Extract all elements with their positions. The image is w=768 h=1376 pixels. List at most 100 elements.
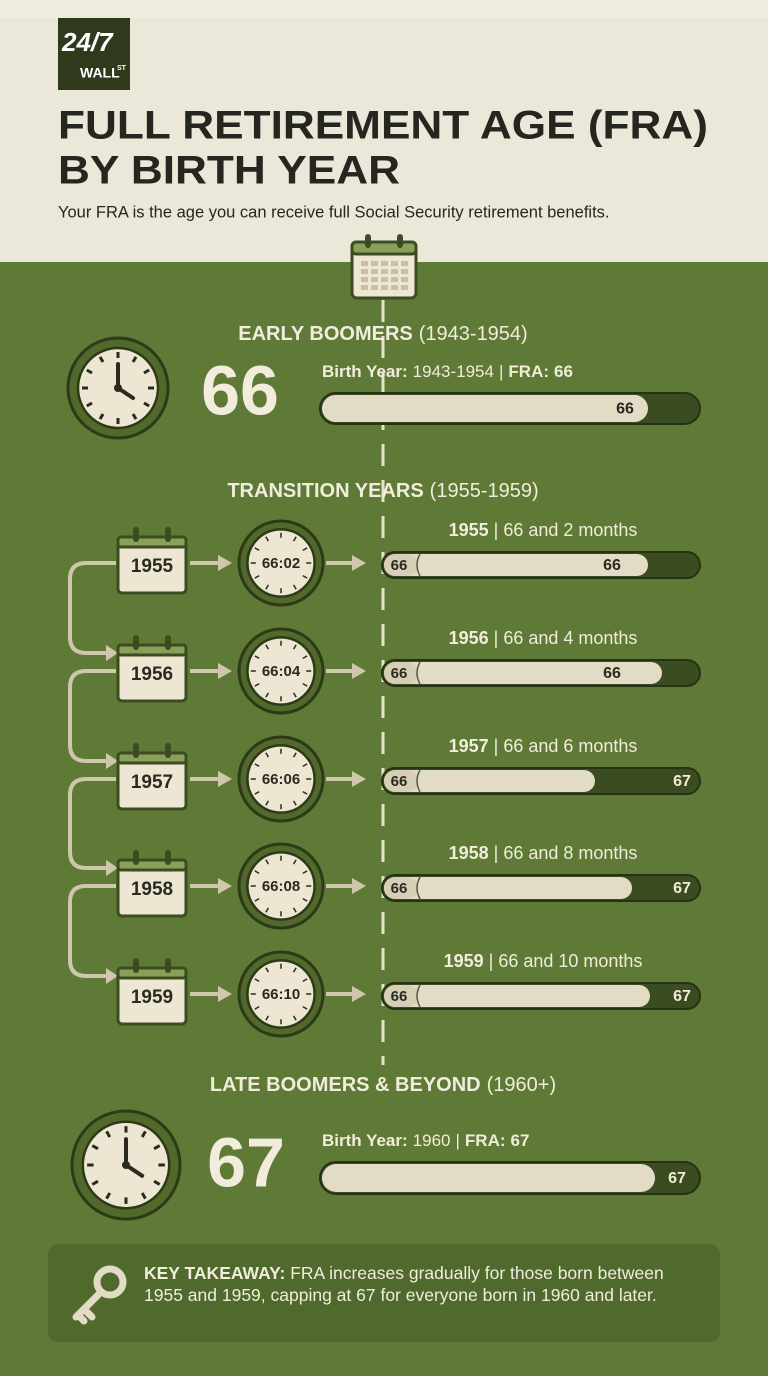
fra: 66: [554, 362, 573, 381]
calendar-cell: [391, 261, 398, 266]
bar-fill: [384, 770, 595, 792]
clock-tick: [254, 897, 260, 902]
clock-tick: [265, 536, 270, 542]
arrow-head: [352, 771, 366, 787]
clock-tick: [302, 763, 308, 768]
year-label: Birth Year:: [322, 1131, 408, 1150]
takeaway-text: KEY TAKEAWAY: FRA increases gradually fo…: [144, 1262, 704, 1306]
bar-start: 66: [391, 665, 408, 682]
row-year: 1959: [444, 951, 484, 971]
bar-cap-edge: [416, 553, 421, 577]
calendar-cell: [401, 277, 408, 282]
clock-tick: [292, 752, 297, 758]
bar-start: 66: [391, 557, 408, 574]
bar-cap: [384, 554, 418, 576]
clock-tick: [143, 368, 150, 375]
clock-tick: [292, 800, 297, 806]
clock-time: 66:10: [262, 986, 300, 1003]
calendar-cell: [381, 285, 388, 290]
calendar-cell: [371, 269, 378, 274]
clock-tick: [292, 536, 297, 542]
clock-time: 66:06: [262, 771, 300, 788]
clock-tick: [153, 1179, 161, 1186]
clock-tick: [254, 1005, 260, 1010]
takeaway-label: KEY TAKEAWAY:: [144, 1263, 286, 1283]
clock-tick: [153, 1144, 161, 1151]
clock-tick: [86, 401, 93, 408]
calendar-top: [116, 535, 188, 549]
bar-label: 67: [673, 988, 691, 1005]
key-bow: [93, 1265, 127, 1299]
clock-tick: [254, 763, 260, 768]
calendar-cell: [371, 285, 378, 290]
year-label: Birth Year:: [322, 362, 408, 381]
title-line: BY BIRTH YEAR: [58, 149, 400, 193]
calendar-ring: [397, 234, 403, 248]
arrow-head: [218, 878, 232, 894]
calendar-cell: [391, 285, 398, 290]
clock-tick: [254, 655, 260, 660]
clock-tick: [302, 978, 308, 983]
clock-tick: [302, 682, 308, 687]
heading-name: TRANSITION YEARS: [227, 480, 423, 502]
calendar-top: [116, 751, 188, 765]
clock-tick: [292, 859, 297, 865]
calendar-cell: [401, 285, 408, 290]
row-year: 1955: [449, 520, 489, 540]
row-separator: |: [494, 843, 499, 863]
clock-tick: [265, 859, 270, 865]
calendar-top: [116, 643, 188, 657]
calendar-cell: [361, 261, 368, 266]
calendar-ring: [165, 743, 171, 758]
bar-fill: [384, 985, 650, 1007]
clock-time: 66:08: [262, 878, 300, 895]
clock-tick: [265, 967, 270, 973]
calendar-ring: [133, 958, 139, 973]
clock-tick: [254, 682, 260, 687]
bar-label: 66: [603, 665, 621, 682]
calendar-ring: [165, 635, 171, 650]
row-text: 66 and 8 months: [503, 843, 637, 863]
calendar-year: 1959: [131, 987, 173, 1008]
logo-sup: ST: [117, 65, 127, 72]
years: 1943-1954: [413, 362, 494, 381]
clock-tick: [302, 790, 308, 795]
clock-tick: [292, 1015, 297, 1021]
calendar-cell: [381, 261, 388, 266]
subtitle: Your FRA is the age you can receive full…: [58, 203, 610, 221]
row-separator: |: [494, 628, 499, 648]
bar-label: 66: [603, 557, 621, 574]
takeaway-body: FRA increases gradually for those born b…: [144, 1263, 664, 1305]
clock-tick: [265, 692, 270, 698]
calendar-year: 1958: [131, 879, 173, 900]
clock-tick: [302, 897, 308, 902]
clock-tick: [302, 547, 308, 552]
clock-face: [246, 528, 316, 598]
clock-pin: [114, 384, 122, 392]
section-heading: LATE BOOMERS & BEYOND (1960+): [210, 1074, 556, 1096]
calendar-ring: [165, 850, 171, 865]
arrow-head: [352, 878, 366, 894]
clock-tick: [292, 907, 297, 913]
calendar-top: [116, 858, 188, 872]
clock-tick: [143, 401, 150, 408]
clock-tick: [98, 356, 105, 363]
clock-tick: [265, 644, 270, 650]
row-text: 66 and 4 months: [503, 628, 637, 648]
row-description: 1955 | 66 and 2 months: [449, 520, 638, 540]
bar-fill: [384, 662, 662, 684]
logo-top: 24/7: [61, 27, 114, 57]
arrow-head: [218, 986, 232, 1002]
row-text: 66 and 6 months: [503, 736, 637, 756]
bar-start: 66: [391, 773, 408, 790]
connector: [68, 777, 116, 870]
calendar-ring: [133, 527, 139, 542]
connector: [68, 669, 116, 763]
separator: |: [499, 362, 503, 381]
calendar-top: [116, 966, 188, 980]
clock-tick: [86, 368, 93, 375]
connector-head: [106, 968, 118, 984]
calendar-cell: [391, 269, 398, 274]
row-text: 66 and 2 months: [503, 520, 637, 540]
